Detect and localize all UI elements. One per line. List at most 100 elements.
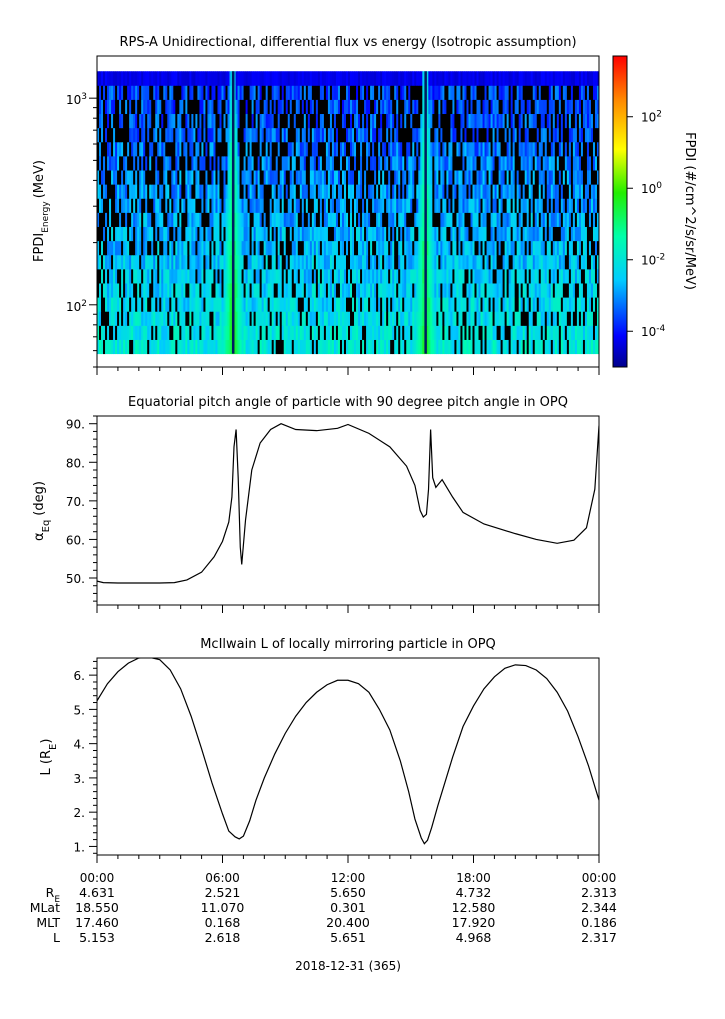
heatmap-cell xyxy=(430,297,433,312)
heatmap-cell xyxy=(436,155,439,171)
heatmap-cell xyxy=(315,85,319,100)
heatmap-cell xyxy=(498,170,502,185)
heatmap-cell xyxy=(450,297,453,312)
heatmap-cell xyxy=(412,212,415,227)
heatmap-cell xyxy=(123,71,126,86)
heatmap-cell xyxy=(123,311,126,326)
heatmap-cell xyxy=(247,268,251,284)
heatmap-cell xyxy=(588,141,592,157)
heatmap-cell xyxy=(360,141,363,157)
heatmap-cell xyxy=(556,240,560,256)
heatmap-cell xyxy=(121,240,124,256)
heatmap-cell xyxy=(548,155,552,171)
heatmap-cell xyxy=(265,85,269,100)
heatmap-cell xyxy=(448,127,451,143)
heatmap-cell xyxy=(442,339,445,355)
heatmap-cell xyxy=(171,226,174,242)
heatmap-cell xyxy=(239,339,242,355)
heatmap-cell xyxy=(277,170,281,185)
heatmap-cell xyxy=(560,240,564,256)
heatmap-cell xyxy=(323,71,327,86)
heatmap-cell xyxy=(446,311,449,326)
heatmap-cell xyxy=(181,71,184,86)
heatmap-cell xyxy=(394,226,397,242)
heatmap-cell xyxy=(189,85,192,100)
heatmap-cell xyxy=(460,297,463,312)
heatmap-cell xyxy=(482,99,485,115)
heatmap-cell xyxy=(490,297,493,312)
heatmap-cell xyxy=(151,297,154,312)
heatmap-cell xyxy=(339,71,343,86)
heatmap-cell xyxy=(339,212,343,227)
heatmap-cell xyxy=(348,311,351,326)
heatmap-cell xyxy=(490,325,493,340)
heatmap-cell xyxy=(317,113,321,129)
heatmap-cell xyxy=(566,99,570,115)
heatmap-cell xyxy=(464,184,467,199)
heatmap-cell xyxy=(356,141,359,157)
heatmap-cell xyxy=(458,297,461,312)
heatmap-cell xyxy=(418,170,421,185)
heatmap-cell xyxy=(329,170,333,185)
heatmap-cell xyxy=(370,297,373,312)
heatmap-cell xyxy=(213,184,216,199)
heatmap-cell xyxy=(275,85,279,100)
heatmap-cell xyxy=(550,240,554,256)
heatmap-cell xyxy=(323,268,327,284)
heatmap-cell xyxy=(301,170,305,185)
heatmap-cell xyxy=(494,268,497,284)
heatmap-cell xyxy=(323,170,327,185)
heatmap-cell xyxy=(119,254,122,270)
heatmap-cell xyxy=(299,198,303,213)
heatmap-cell xyxy=(398,283,401,298)
heatmap-cell xyxy=(193,240,196,256)
heatmap-cell xyxy=(221,254,224,270)
heatmap-cell xyxy=(305,254,309,270)
heatmap-cell xyxy=(213,155,216,171)
heatmap-cell xyxy=(165,339,168,355)
heatmap-cell xyxy=(249,141,253,157)
heatmap-cell xyxy=(464,268,467,284)
heatmap-cell xyxy=(480,71,483,86)
heatmap-cell xyxy=(418,212,421,227)
heatmap-cell xyxy=(584,170,588,185)
heatmap-cell xyxy=(149,85,152,100)
heatmap-cell xyxy=(255,198,259,213)
heatmap-cell xyxy=(536,240,540,256)
heatmap-cell xyxy=(109,297,112,312)
heatmap-cell xyxy=(356,155,359,171)
heatmap-cell xyxy=(580,184,584,199)
heatmap-cell xyxy=(175,127,178,143)
heatmap-cell xyxy=(157,71,160,86)
heatmap-cell xyxy=(295,113,299,129)
heatmap-cell xyxy=(295,71,299,86)
heatmap-cell xyxy=(241,212,244,227)
heatmap-cell xyxy=(217,85,220,100)
heatmap-cell xyxy=(508,113,512,129)
heatmap-cell xyxy=(171,71,174,86)
heatmap-cell xyxy=(596,85,600,100)
heatmap-cell xyxy=(101,339,104,355)
heatmap-cell xyxy=(544,155,548,171)
heatmap-cell xyxy=(524,254,528,270)
heatmap-cell xyxy=(450,127,453,143)
heatmap-cell xyxy=(305,297,309,312)
heatmap-cell xyxy=(291,339,295,355)
heatmap-cell xyxy=(313,85,317,100)
heatmap-cell xyxy=(203,184,206,199)
heatmap-cell xyxy=(590,311,594,326)
heatmap-cell xyxy=(127,141,130,157)
heatmap-cell xyxy=(352,71,355,86)
heatmap-cell xyxy=(406,325,409,340)
heatmap-cell xyxy=(388,268,391,284)
heatmap-cell xyxy=(504,184,508,199)
heatmap-cell xyxy=(596,99,600,115)
heatmap-cell xyxy=(259,339,263,355)
heatmap-cell xyxy=(478,155,481,171)
heatmap-cell xyxy=(105,339,108,355)
heatmap-cell xyxy=(592,170,596,185)
heatmap-cell xyxy=(416,184,419,199)
heatmap-cell xyxy=(360,325,363,340)
heatmap-cell xyxy=(364,127,367,143)
heatmap-cell xyxy=(229,226,232,242)
